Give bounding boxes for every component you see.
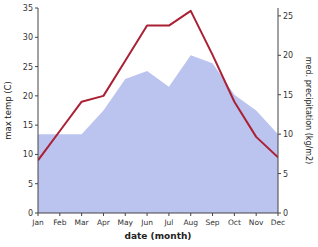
y-tick bbox=[35, 37, 38, 38]
y-axis-line bbox=[38, 8, 39, 213]
x-tick bbox=[59, 213, 60, 216]
x-tick-label: Apr bbox=[97, 218, 111, 227]
x-tick bbox=[256, 213, 257, 216]
x-tick bbox=[125, 213, 126, 216]
x-tick-label: Feb bbox=[53, 218, 67, 227]
precip-area bbox=[38, 55, 278, 213]
x-tick bbox=[234, 213, 235, 216]
y-tick-label: 25 bbox=[23, 63, 33, 72]
y-tick bbox=[35, 66, 38, 67]
x-tick-label: Sep bbox=[205, 218, 219, 227]
y-tick-label: 30 bbox=[23, 33, 33, 42]
y-tick-label: 20 bbox=[23, 92, 33, 101]
x-tick bbox=[38, 213, 39, 216]
y2-tick-label: 20 bbox=[283, 51, 293, 60]
y2-tick-label: 0 bbox=[283, 209, 288, 218]
y-tick bbox=[35, 95, 38, 96]
x-axis-label: date (month) bbox=[125, 231, 192, 241]
x-tick-label: Jan bbox=[31, 218, 44, 227]
y2-tick bbox=[278, 94, 281, 95]
y-tick-label: 10 bbox=[23, 150, 33, 159]
x-tick bbox=[212, 213, 213, 216]
y2-axis-label: med. precipitation (kg/m2) bbox=[304, 57, 313, 164]
y2-tick bbox=[278, 55, 281, 56]
x-tick bbox=[278, 213, 279, 216]
x-tick-label: Oct bbox=[228, 218, 241, 227]
x-tick-label: Mar bbox=[75, 218, 90, 227]
x-tick bbox=[168, 213, 169, 216]
y-axis-label: max temp (C) bbox=[3, 81, 13, 140]
x-axis-line bbox=[38, 213, 278, 214]
y-tick bbox=[35, 8, 38, 9]
temp-line bbox=[38, 11, 278, 160]
y-tick-label: 0 bbox=[28, 209, 33, 218]
x-tick bbox=[81, 213, 82, 216]
y2-tick-label: 25 bbox=[283, 12, 293, 21]
x-tick-label: Aug bbox=[183, 218, 198, 227]
y-tick-label: 15 bbox=[23, 121, 33, 130]
y2-tick bbox=[278, 134, 281, 135]
x-tick-label: Dec bbox=[271, 218, 286, 227]
y2-tick bbox=[278, 173, 281, 174]
x-tick bbox=[103, 213, 104, 216]
y-tick bbox=[35, 125, 38, 126]
x-tick bbox=[147, 213, 148, 216]
y2-tick bbox=[278, 15, 281, 16]
x-tick-label: Nov bbox=[249, 218, 264, 227]
y-tick-label: 35 bbox=[23, 4, 33, 13]
y-tick bbox=[35, 154, 38, 155]
y2-tick-label: 10 bbox=[283, 130, 293, 139]
chart: 0 5 10 15 20 25 30 35 0 5 10 15 20 25 Jan Feb Mar Apr May J… bbox=[0, 0, 318, 247]
x-tick-label: Jun bbox=[140, 218, 153, 227]
y2-tick-label: 5 bbox=[283, 170, 288, 179]
y-tick bbox=[35, 183, 38, 184]
y2-tick-label: 15 bbox=[283, 91, 293, 100]
plot-area bbox=[38, 11, 278, 213]
x-tick-label: Jul bbox=[163, 218, 173, 227]
y-tick-label: 5 bbox=[28, 180, 33, 189]
x-tick bbox=[190, 213, 191, 216]
x-tick-label: May bbox=[118, 218, 134, 227]
y2-axis-line bbox=[278, 8, 279, 213]
